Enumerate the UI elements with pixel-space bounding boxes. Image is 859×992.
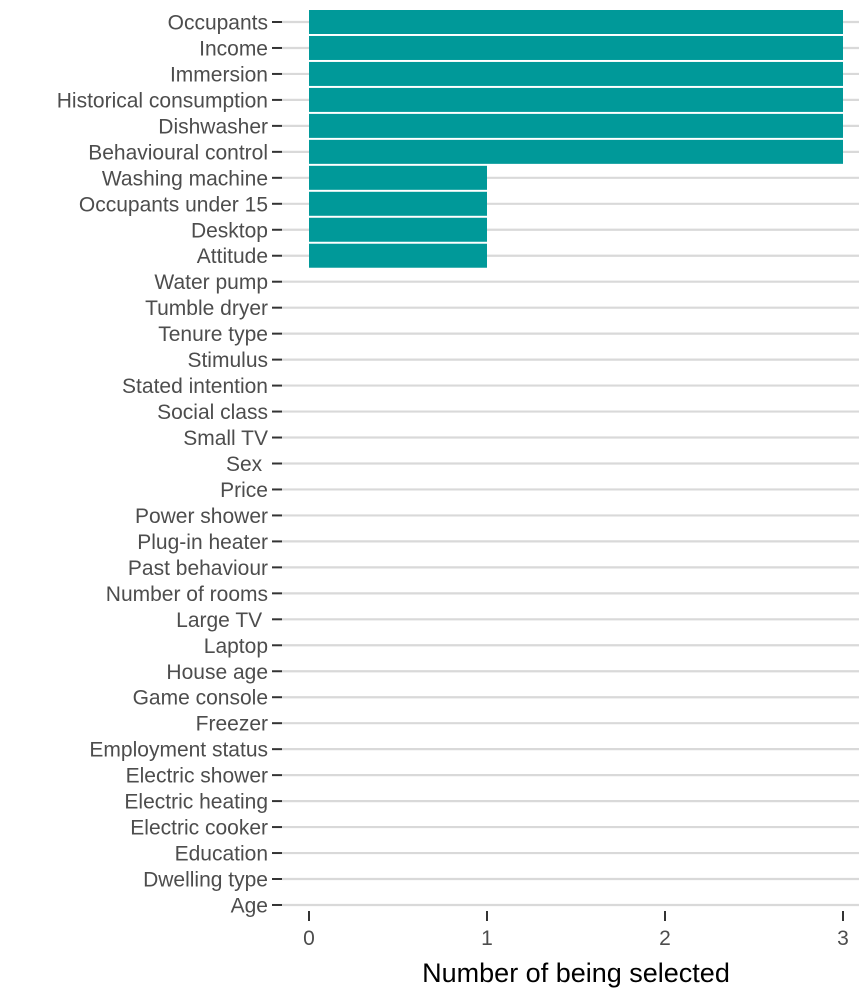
y-tick-label: Electric shower <box>126 765 268 788</box>
bars <box>309 10 843 268</box>
x-tick-label: 3 <box>837 927 849 950</box>
y-tick-label: Dishwasher <box>158 115 268 138</box>
y-tick-label: Social class <box>157 401 268 424</box>
y-tick-label: Tenure type <box>158 323 268 346</box>
y-tick-label: Immersion <box>170 63 268 86</box>
y-tick-label: House age <box>166 661 268 684</box>
bar <box>309 191 487 216</box>
x-tick-label: 1 <box>481 927 493 950</box>
bar <box>309 139 843 164</box>
y-tick-label: Occupants <box>168 12 268 35</box>
bar <box>309 61 843 86</box>
y-tick-label: Sex <box>226 453 268 476</box>
bar <box>309 10 843 34</box>
y-tick-label: Employment status <box>89 739 268 762</box>
y-tick-label: Washing machine <box>102 167 268 190</box>
bar <box>309 165 487 190</box>
x-axis: 0 1 2 3 <box>303 911 849 950</box>
y-tick-label: Attitude <box>197 245 268 268</box>
bar <box>309 113 843 138</box>
x-tick-label: 0 <box>303 927 315 950</box>
y-tick-label: Electric cooker <box>130 817 268 840</box>
y-tick-label: Price <box>220 479 268 502</box>
y-tick-label: Stimulus <box>187 349 268 372</box>
y-tick-label: Number of rooms <box>106 583 268 606</box>
y-tick-label: Age <box>231 894 268 917</box>
y-tick-label: Behavioural control <box>88 141 268 164</box>
bar <box>309 35 843 60</box>
y-tick-label: Freezer <box>196 713 268 736</box>
y-tick-label: Stated intention <box>122 375 268 398</box>
y-tick-label: Electric heating <box>124 791 268 814</box>
bar <box>309 87 843 112</box>
y-tick-label: Small TV <box>183 427 268 450</box>
y-tick-label: Dwelling type <box>143 869 268 892</box>
y-tick-label: Tumble dryer <box>145 297 268 320</box>
bar <box>309 217 487 242</box>
y-tick-label: Income <box>199 37 268 60</box>
y-tick-label: Plug-in heater <box>137 531 268 554</box>
y-tick-label: Occupants under 15 <box>79 193 268 216</box>
y-tick-label: Past behaviour <box>128 557 268 580</box>
y-tick-label: Game console <box>133 687 268 710</box>
bar <box>309 243 487 268</box>
x-axis-title: Number of being selected <box>422 958 730 988</box>
y-tick-label: Historical consumption <box>57 89 268 112</box>
y-tick-label: Desktop <box>191 219 268 242</box>
y-tick-label: Education <box>175 843 268 866</box>
x-tick-label: 2 <box>659 927 671 950</box>
y-tick-label: Laptop <box>204 635 268 658</box>
y-tick-label: Large TV <box>176 609 268 632</box>
y-tick-label: Power shower <box>135 505 268 528</box>
y-tick-label: Water pump <box>154 271 268 294</box>
